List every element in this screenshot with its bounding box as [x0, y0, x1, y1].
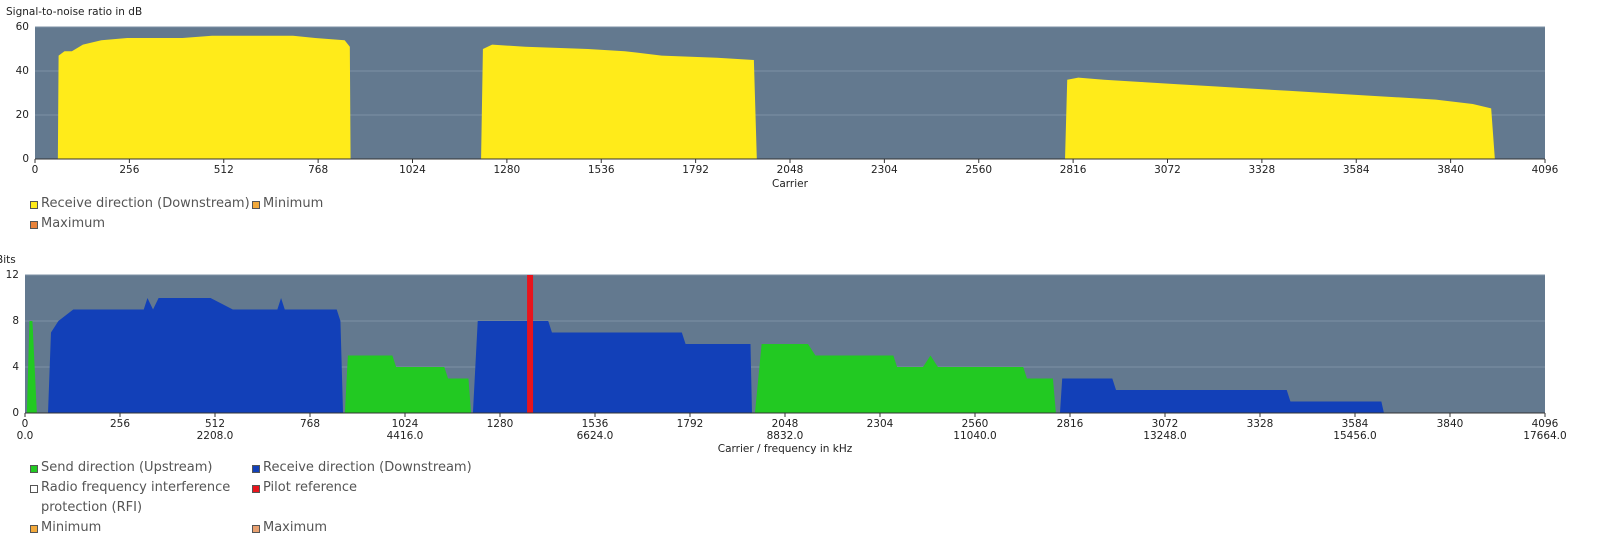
x-tick-label: 1792: [682, 164, 709, 176]
x-tick-label: 512: [214, 164, 234, 176]
x-tick-label: 2816: [1060, 164, 1087, 176]
x-tick-label: 256: [110, 418, 130, 430]
x-tick-label: 3840: [1437, 164, 1464, 176]
legend-item: Receive direction (Downstream): [30, 194, 252, 214]
legend-label: Send direction (Upstream): [41, 460, 213, 475]
x2-tick-label: 11040.0: [953, 430, 996, 442]
legend-item: Send direction (Upstream): [30, 458, 252, 478]
x-tick-label: 768: [308, 164, 328, 176]
x-tick-label: 1536: [588, 164, 615, 176]
x-tick-label: 3840: [1437, 418, 1464, 430]
y-tick-label: 40: [16, 65, 29, 77]
legend-swatch: [252, 465, 260, 473]
x2-tick-label: 15456.0: [1333, 430, 1376, 442]
y-tick-label: 4: [12, 361, 19, 373]
y-axis-title: Bits: [0, 254, 16, 266]
x2-tick-label: 2208.0: [197, 430, 234, 442]
y-tick-label: 0: [12, 407, 19, 419]
legend-swatch: [30, 221, 38, 229]
legend: Receive direction (Downstream) Minimum Max…: [30, 194, 490, 234]
x-tick-label: 3328: [1247, 418, 1274, 430]
x-tick-label: 2048: [772, 418, 799, 430]
legend-swatch: [30, 201, 38, 209]
x-tick-label: 256: [119, 164, 139, 176]
legend: Send direction (Upstream) Receive directi…: [30, 458, 490, 538]
x-tick-label: 0: [22, 418, 29, 430]
area-series: [57, 35, 1495, 159]
x-tick-label: 2560: [965, 164, 992, 176]
x2-tick-label: 17664.0: [1523, 430, 1566, 442]
x-tick-label: 2048: [777, 164, 804, 176]
legend-swatch: [30, 525, 38, 533]
y-tick-label: 60: [16, 21, 29, 33]
x-tick-label: 1280: [494, 164, 521, 176]
legend-item: Radio frequency interference protection …: [30, 478, 252, 518]
x2-tick-label: 8832.0: [767, 430, 804, 442]
legend-item: Minimum: [252, 194, 474, 214]
x-tick-label: 2816: [1057, 418, 1084, 430]
x-tick-label: 2560: [962, 418, 989, 430]
pilot-marker: [527, 275, 534, 413]
legend-label: Minimum: [263, 196, 324, 211]
legend-label: Receive direction (Downstream): [41, 196, 250, 211]
legend-label: Maximum: [263, 520, 328, 535]
x-tick-label: 3584: [1342, 418, 1369, 430]
legend-item: Maximum: [30, 214, 252, 234]
legend-swatch: [30, 485, 38, 493]
x-tick-label: 3072: [1152, 418, 1179, 430]
y-tick-label: 20: [16, 109, 29, 121]
x-tick-label: 3072: [1154, 164, 1181, 176]
x2-tick-label: 4416.0: [387, 430, 424, 442]
x-tick-label: 512: [205, 418, 225, 430]
x-tick-label: 3328: [1249, 164, 1276, 176]
x-tick-label: 2304: [867, 418, 894, 430]
x-axis-title: Carrier: [772, 178, 809, 190]
x-tick-label: 1024: [399, 164, 426, 176]
y-axis-title: Signal-to-noise ratio in dB: [6, 6, 142, 18]
x-axis-title: Carrier / frequency in kHz: [718, 443, 853, 455]
legend-swatch: [252, 485, 260, 493]
x-tick-label: 4096: [1532, 164, 1559, 176]
legend-label: Maximum: [41, 216, 106, 231]
x-tick-label: 768: [300, 418, 320, 430]
legend-swatch: [252, 525, 260, 533]
x-tick-label: 1536: [582, 418, 609, 430]
x-tick-label: 3584: [1343, 164, 1370, 176]
legend-item: Pilot reference: [252, 478, 474, 518]
y-tick-label: 8: [12, 315, 19, 327]
legend-swatch: [30, 465, 38, 473]
y-tick-label: 12: [6, 269, 19, 281]
legend-item: Maximum: [252, 518, 474, 538]
x-tick-label: 1280: [487, 418, 514, 430]
y-tick-label: 0: [22, 153, 29, 165]
legend-label: Radio frequency interference protection …: [41, 480, 231, 515]
legend-item: Minimum: [30, 518, 252, 538]
legend-label: Minimum: [41, 520, 102, 535]
x-tick-label: 2304: [871, 164, 898, 176]
x-tick-label: 1024: [392, 418, 419, 430]
x-tick-label: 1792: [677, 418, 704, 430]
legend-swatch: [252, 201, 260, 209]
x2-tick-label: 0.0: [17, 430, 34, 442]
legend-label: Receive direction (Downstream): [263, 460, 472, 475]
legend-item: Receive direction (Downstream): [252, 458, 474, 478]
area-series: [26, 321, 1056, 413]
x2-tick-label: 13248.0: [1143, 430, 1186, 442]
x-tick-label: 0: [32, 164, 39, 176]
x2-tick-label: 6624.0: [577, 430, 614, 442]
legend-label: Pilot reference: [263, 480, 358, 495]
area-series: [48, 298, 1384, 413]
x-tick-label: 4096: [1532, 418, 1559, 430]
